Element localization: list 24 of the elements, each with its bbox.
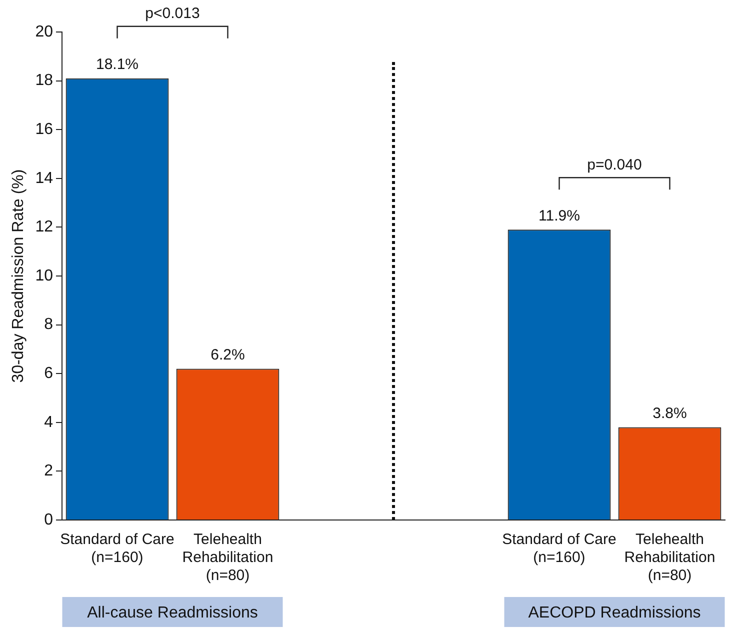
y-tick-label: 12 bbox=[35, 218, 54, 236]
x-tick-label: Telehealth Rehabilitation (n=80) bbox=[182, 531, 274, 584]
text: All-cause Readmissions bbox=[87, 604, 258, 622]
text: p<0.013 bbox=[145, 5, 200, 22]
annotation: p=0.040 bbox=[587, 156, 642, 174]
y-tick-label: 0 bbox=[44, 511, 54, 528]
data-label: 18.1% bbox=[96, 56, 139, 73]
y-tick-label: 2 bbox=[44, 462, 54, 480]
x-tick-label: Standard of Care (n=160) bbox=[60, 531, 174, 566]
y-tick-label: 20 bbox=[35, 23, 54, 40]
x-tick-label: Telehealth Rehabilitation (n=80) bbox=[624, 531, 716, 584]
y-axis-title: 30-day Readmission Rate (%) bbox=[10, 169, 28, 383]
data-label: 3.8% bbox=[652, 404, 687, 422]
y-tick-label: 16 bbox=[35, 121, 54, 138]
x-tick-label: Standard of Care (n=160) bbox=[502, 531, 616, 566]
y-tick-label: 8 bbox=[44, 316, 54, 334]
y-tick-label: 6 bbox=[44, 365, 54, 382]
data-label: 11.9% bbox=[538, 207, 580, 224]
y-tick-label: 18 bbox=[35, 72, 54, 90]
y-tick-label: 14 bbox=[35, 170, 54, 187]
y-tick-label: 4 bbox=[44, 414, 54, 431]
data-label: 6.2% bbox=[210, 346, 245, 364]
y-tick-label: 10 bbox=[35, 267, 54, 284]
text: AECOPD Readmissions bbox=[528, 604, 701, 622]
